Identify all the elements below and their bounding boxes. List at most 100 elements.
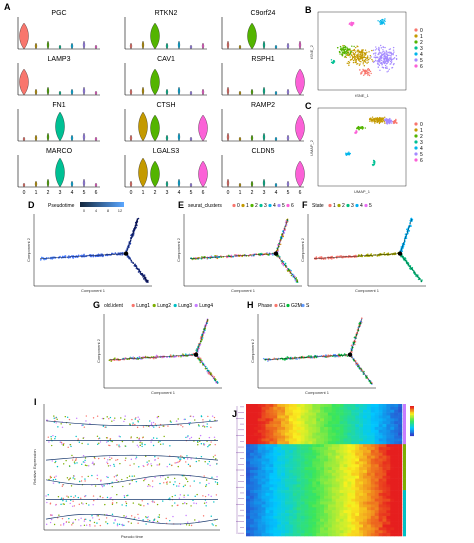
expr-point (166, 481, 168, 483)
heatmap-cell (374, 458, 379, 462)
heatmap-cell (324, 467, 329, 471)
heatmap-cell (370, 429, 375, 433)
heatmap-cell (390, 475, 395, 479)
heatmap-cell (300, 498, 305, 502)
heatmap-cell (386, 470, 391, 474)
traj-point (347, 256, 350, 259)
heatmap-cell (316, 415, 321, 419)
heatmap-cell (335, 432, 340, 436)
traj-backbone (109, 354, 197, 361)
heatmap-cell (327, 487, 333, 491)
violin-cluster-tick: 2 (47, 190, 50, 196)
heatmap-cell (339, 409, 344, 413)
heatmap-cell (347, 432, 352, 436)
heatmap-cell (300, 464, 305, 468)
expr-point (174, 481, 176, 483)
heatmap-cell (246, 447, 251, 451)
scatter-point (362, 50, 364, 52)
expr-point (88, 504, 90, 506)
expr-point (51, 514, 53, 516)
heatmap-cell (292, 464, 297, 468)
expr-gene-row (45, 415, 219, 429)
heatmap-cell (273, 441, 278, 445)
heatmap-cell (331, 429, 336, 433)
scatter-point (379, 56, 381, 58)
expr-point (207, 494, 210, 496)
expr-point (149, 485, 151, 487)
scatter-point (360, 55, 362, 58)
heatmap-cell (331, 435, 336, 439)
expr-point (147, 519, 149, 521)
heatmap-cell (292, 449, 297, 454)
traj-point (326, 356, 329, 358)
expr-point (69, 477, 72, 479)
expr-point (75, 459, 77, 461)
expr-point (105, 437, 108, 439)
heatmap-cell (374, 498, 379, 502)
heatmap-cell (324, 490, 329, 494)
heatmap-cell (327, 444, 333, 448)
heatmap-cell (261, 501, 266, 505)
heatmap-cell (351, 409, 356, 413)
heatmap-cell (312, 481, 317, 485)
heatmap-cell (281, 406, 286, 411)
expr-point (193, 502, 195, 504)
heatmap-cell (246, 429, 251, 433)
heatmap-cell (320, 447, 325, 451)
heatmap-cell (382, 464, 387, 468)
heatmap-cell (378, 429, 383, 433)
scatter-point (385, 56, 387, 58)
umap-cluster-4 (345, 151, 351, 156)
heatmap-cell (273, 461, 278, 465)
heatmap-cell (296, 475, 301, 479)
heatmap-cell (351, 490, 356, 494)
heatmap-cell (335, 487, 340, 491)
heatmap-cell (386, 487, 391, 491)
heatmap-cell (257, 429, 262, 433)
heatmap-cell (265, 452, 270, 456)
heatmap-cell (285, 418, 290, 422)
heatmap-cell (390, 507, 395, 511)
expr-point (198, 425, 200, 427)
heatmap-cell (386, 478, 391, 482)
expr-point (170, 421, 172, 423)
traj-point (125, 249, 128, 252)
heatmap-cell (331, 487, 336, 491)
heatmap-cell (363, 455, 368, 459)
heatmap-cell (382, 406, 387, 411)
expr-point (125, 515, 128, 518)
heatmap-cell (343, 426, 348, 431)
expr-point (151, 425, 154, 427)
scatter-point (362, 61, 365, 63)
legend-dot (286, 203, 290, 208)
heatmap-cell (366, 490, 372, 494)
traj-point (251, 255, 253, 257)
heatmap-cell (343, 467, 348, 471)
traj-point (168, 355, 171, 358)
heatmap-cell (351, 472, 356, 477)
heatmap-cell (351, 406, 356, 411)
heatmap-cell (304, 475, 309, 479)
expr-point (133, 463, 135, 465)
heatmap-cell (378, 481, 383, 485)
heatmap-cell (343, 444, 348, 448)
heatmap-cell (363, 447, 368, 451)
heatmap-cell (382, 438, 387, 442)
expr-point (107, 476, 109, 479)
expr-point (176, 485, 178, 487)
tsne-legend-dot (414, 34, 418, 38)
expr-point (122, 485, 124, 488)
expr-point (74, 518, 77, 521)
heatmap-cell (386, 424, 391, 428)
heatmap-cell (351, 492, 356, 497)
expr-point (215, 494, 218, 496)
violin-title: CTSH (156, 102, 175, 109)
expr-point (195, 502, 198, 505)
violin-shape (238, 182, 242, 188)
expr-point (98, 518, 100, 521)
heatmap-cell (394, 478, 399, 482)
heatmap-cell (347, 426, 352, 431)
heatmap-cell (304, 464, 309, 468)
umap-legend-dot (414, 122, 418, 126)
heatmap-cell (288, 504, 294, 508)
